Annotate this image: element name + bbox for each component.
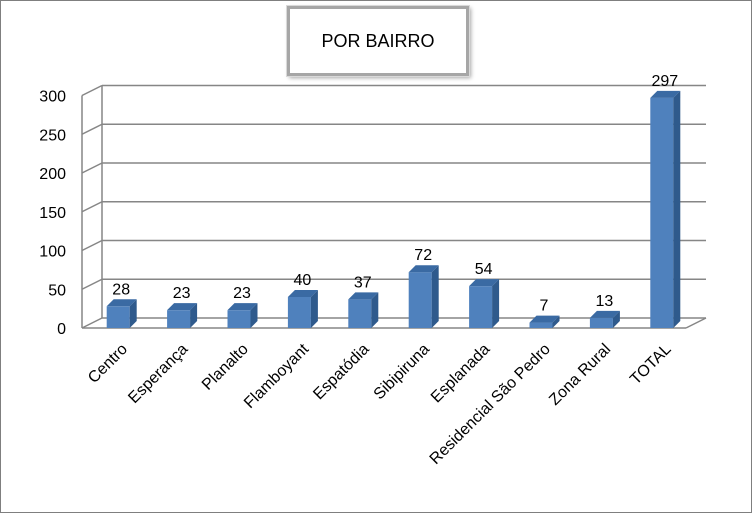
bar-side-8	[552, 315, 560, 328]
gridline-side	[81, 123, 103, 135]
gridline-side	[81, 162, 103, 174]
bar-top-9	[589, 310, 620, 318]
data-label: 23	[173, 285, 191, 302]
bar-top-7	[469, 279, 500, 287]
bar-side-3	[250, 303, 258, 328]
category-label: Residencial São Pedro	[427, 341, 554, 468]
chart-title-box: POR BAIRRO	[287, 6, 469, 76]
category-label: Zona Rural	[546, 341, 614, 409]
category-label: Espatódia	[310, 341, 372, 403]
bar-7	[469, 286, 493, 328]
bar-side-4	[310, 290, 318, 328]
y-tick-label: 300	[39, 89, 66, 106]
bar-side-5	[371, 292, 379, 328]
data-label: 72	[414, 247, 432, 264]
y-tick-label: 0	[57, 321, 66, 338]
y-tick-label: 200	[39, 166, 66, 183]
data-labels: 28 23 23 40 37 72 54 7 13 297	[112, 73, 678, 315]
bar-top-5	[348, 292, 379, 300]
data-label: 23	[233, 285, 251, 302]
category-label: TOTAL	[627, 341, 675, 389]
bar-4	[287, 297, 311, 328]
bar-side-7	[492, 279, 500, 328]
bar-2	[167, 310, 191, 328]
bar-side-6	[431, 265, 439, 328]
category-label: Esperança	[125, 341, 191, 407]
bars	[106, 90, 681, 328]
bar-top-4	[287, 290, 318, 297]
category-label: Esplanada	[428, 341, 494, 407]
bar-8	[529, 322, 553, 328]
bar-5	[348, 299, 372, 328]
data-label: 54	[475, 261, 493, 278]
y-tick-label: 100	[39, 244, 66, 261]
bar-10	[650, 97, 674, 328]
gridline-side	[81, 317, 103, 329]
gridline-side	[81, 278, 103, 290]
data-label: 40	[294, 272, 312, 289]
y-axis-ticks: 0 50 100 150 200 250 300	[39, 89, 66, 339]
bar-6	[408, 272, 432, 328]
y-tick-label: 50	[48, 282, 66, 299]
data-label: 7	[540, 298, 549, 315]
bar-top-3	[227, 303, 258, 311]
bar-3	[227, 310, 251, 328]
gridline-side	[81, 239, 103, 252]
data-label: 37	[354, 274, 372, 291]
bar-9	[589, 317, 613, 328]
data-label: 28	[112, 281, 130, 298]
data-label: 13	[596, 293, 614, 310]
bar-1	[106, 306, 130, 328]
bar-side-9	[612, 310, 620, 328]
gridline-side	[81, 84, 103, 97]
bar-top-6	[408, 265, 439, 273]
category-label: Flamboyant	[241, 340, 313, 412]
bar-top-1	[106, 299, 137, 307]
data-label: 297	[651, 73, 678, 90]
y-tick-label: 250	[39, 127, 66, 144]
category-label: Planalto	[199, 341, 252, 394]
bar-side-2	[190, 303, 198, 328]
bar-top-10	[650, 90, 681, 98]
category-label: Sibipiruna	[371, 341, 433, 403]
y-tick-label: 150	[39, 205, 66, 222]
category-label: Centro	[85, 341, 131, 387]
bar-side-1	[129, 299, 137, 328]
bar-top-8	[529, 315, 560, 323]
gridline-side	[81, 201, 103, 213]
bar-side-10	[673, 90, 681, 328]
chart-title: POR BAIRRO	[321, 30, 435, 51]
bar-top-2	[167, 303, 198, 311]
floor-right-edge	[685, 317, 707, 329]
